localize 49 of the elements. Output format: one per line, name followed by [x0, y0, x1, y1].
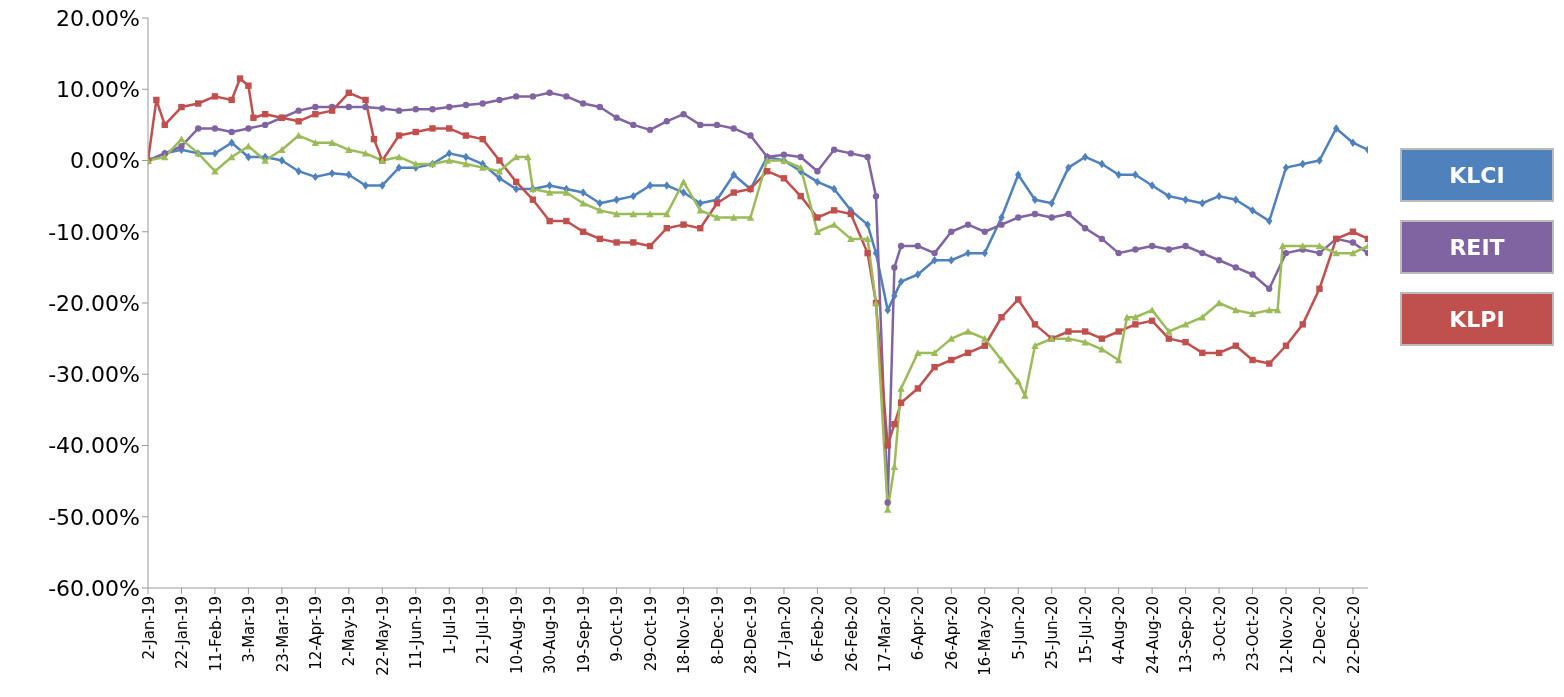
x-tick-label: 6-Feb-20 — [809, 596, 828, 663]
y-tick-label: 0.00% — [70, 148, 140, 174]
x-tick-label: 25-Jun-20 — [1043, 596, 1062, 670]
y-tick-label: -40.00% — [48, 433, 140, 459]
x-tick-label: 5-Jun-20 — [1009, 596, 1028, 660]
y-tick-label: -60.00% — [48, 575, 140, 601]
x-tick-label: 1-Jul-19 — [440, 596, 459, 655]
y-tick-label: -30.00% — [48, 362, 140, 388]
x-tick-label: 23-Oct-20 — [1244, 596, 1263, 672]
text: REIT — [1400, 220, 1554, 274]
x-tick-label: 29-Oct-19 — [641, 596, 660, 672]
x-tick-label: 4-Aug-20 — [1110, 596, 1129, 665]
x-tick-label: 2-Dec-20 — [1311, 596, 1330, 665]
text: KLPI — [1400, 292, 1554, 346]
x-tick-label: 16-May-20 — [976, 596, 995, 676]
x-tick-label: 26-Feb-20 — [842, 596, 861, 672]
x-tick-label: 18-Nov-19 — [675, 596, 694, 674]
x-tick-label: 2-Jan-19 — [139, 596, 158, 660]
x-tick-label: 11-Feb-19 — [206, 596, 225, 672]
x-tick-label: 12-Nov-20 — [1277, 596, 1296, 674]
x-tick-label: 3-Oct-20 — [1210, 596, 1229, 662]
x-tick-label: 9-Oct-19 — [608, 596, 627, 662]
x-tick-label: 24-Aug-20 — [1143, 596, 1162, 674]
x-tick-label: 6-Apr-20 — [909, 596, 928, 661]
x-tick-label: 26-Apr-20 — [942, 596, 961, 670]
y-tick-label: -20.00% — [48, 290, 140, 316]
text: KLCI — [1400, 148, 1554, 202]
y-tick-label: -10.00% — [48, 219, 140, 245]
x-tick-label: 22-Dec-20 — [1344, 596, 1363, 675]
y-tick-label: 10.00% — [56, 77, 140, 103]
x-tick-label: 3-Mar-19 — [240, 596, 259, 663]
x-tick-label: 23-Mar-19 — [273, 596, 292, 673]
x-tick-label: 17-Jan-20 — [775, 596, 794, 669]
x-tick-label: 8-Dec-19 — [708, 596, 727, 665]
x-tick-label: 11-Jun-19 — [407, 596, 426, 670]
y-tick-label: -50.00% — [48, 504, 140, 530]
x-tick-label: 21-Jul-19 — [474, 596, 493, 664]
x-tick-label: 30-Aug-19 — [541, 596, 560, 674]
x-tick-label: 28-Dec-19 — [742, 596, 761, 675]
y-tick-label: 20.00% — [56, 5, 140, 31]
x-tick-label: 17-Mar-20 — [876, 596, 894, 673]
x-tick-label: 2-May-19 — [340, 596, 359, 667]
x-tick-label: 19-Sep-19 — [574, 596, 593, 674]
x-tick-label: 22-May-19 — [373, 596, 392, 676]
x-tick-label: 12-Apr-19 — [307, 596, 325, 670]
x-tick-label: 13-Sep-20 — [1177, 596, 1196, 674]
x-tick-label: 22-Jan-19 — [173, 596, 192, 669]
x-tick-label: 10-Aug-19 — [507, 596, 526, 674]
x-tick-label: 15-Jul-20 — [1076, 596, 1095, 664]
